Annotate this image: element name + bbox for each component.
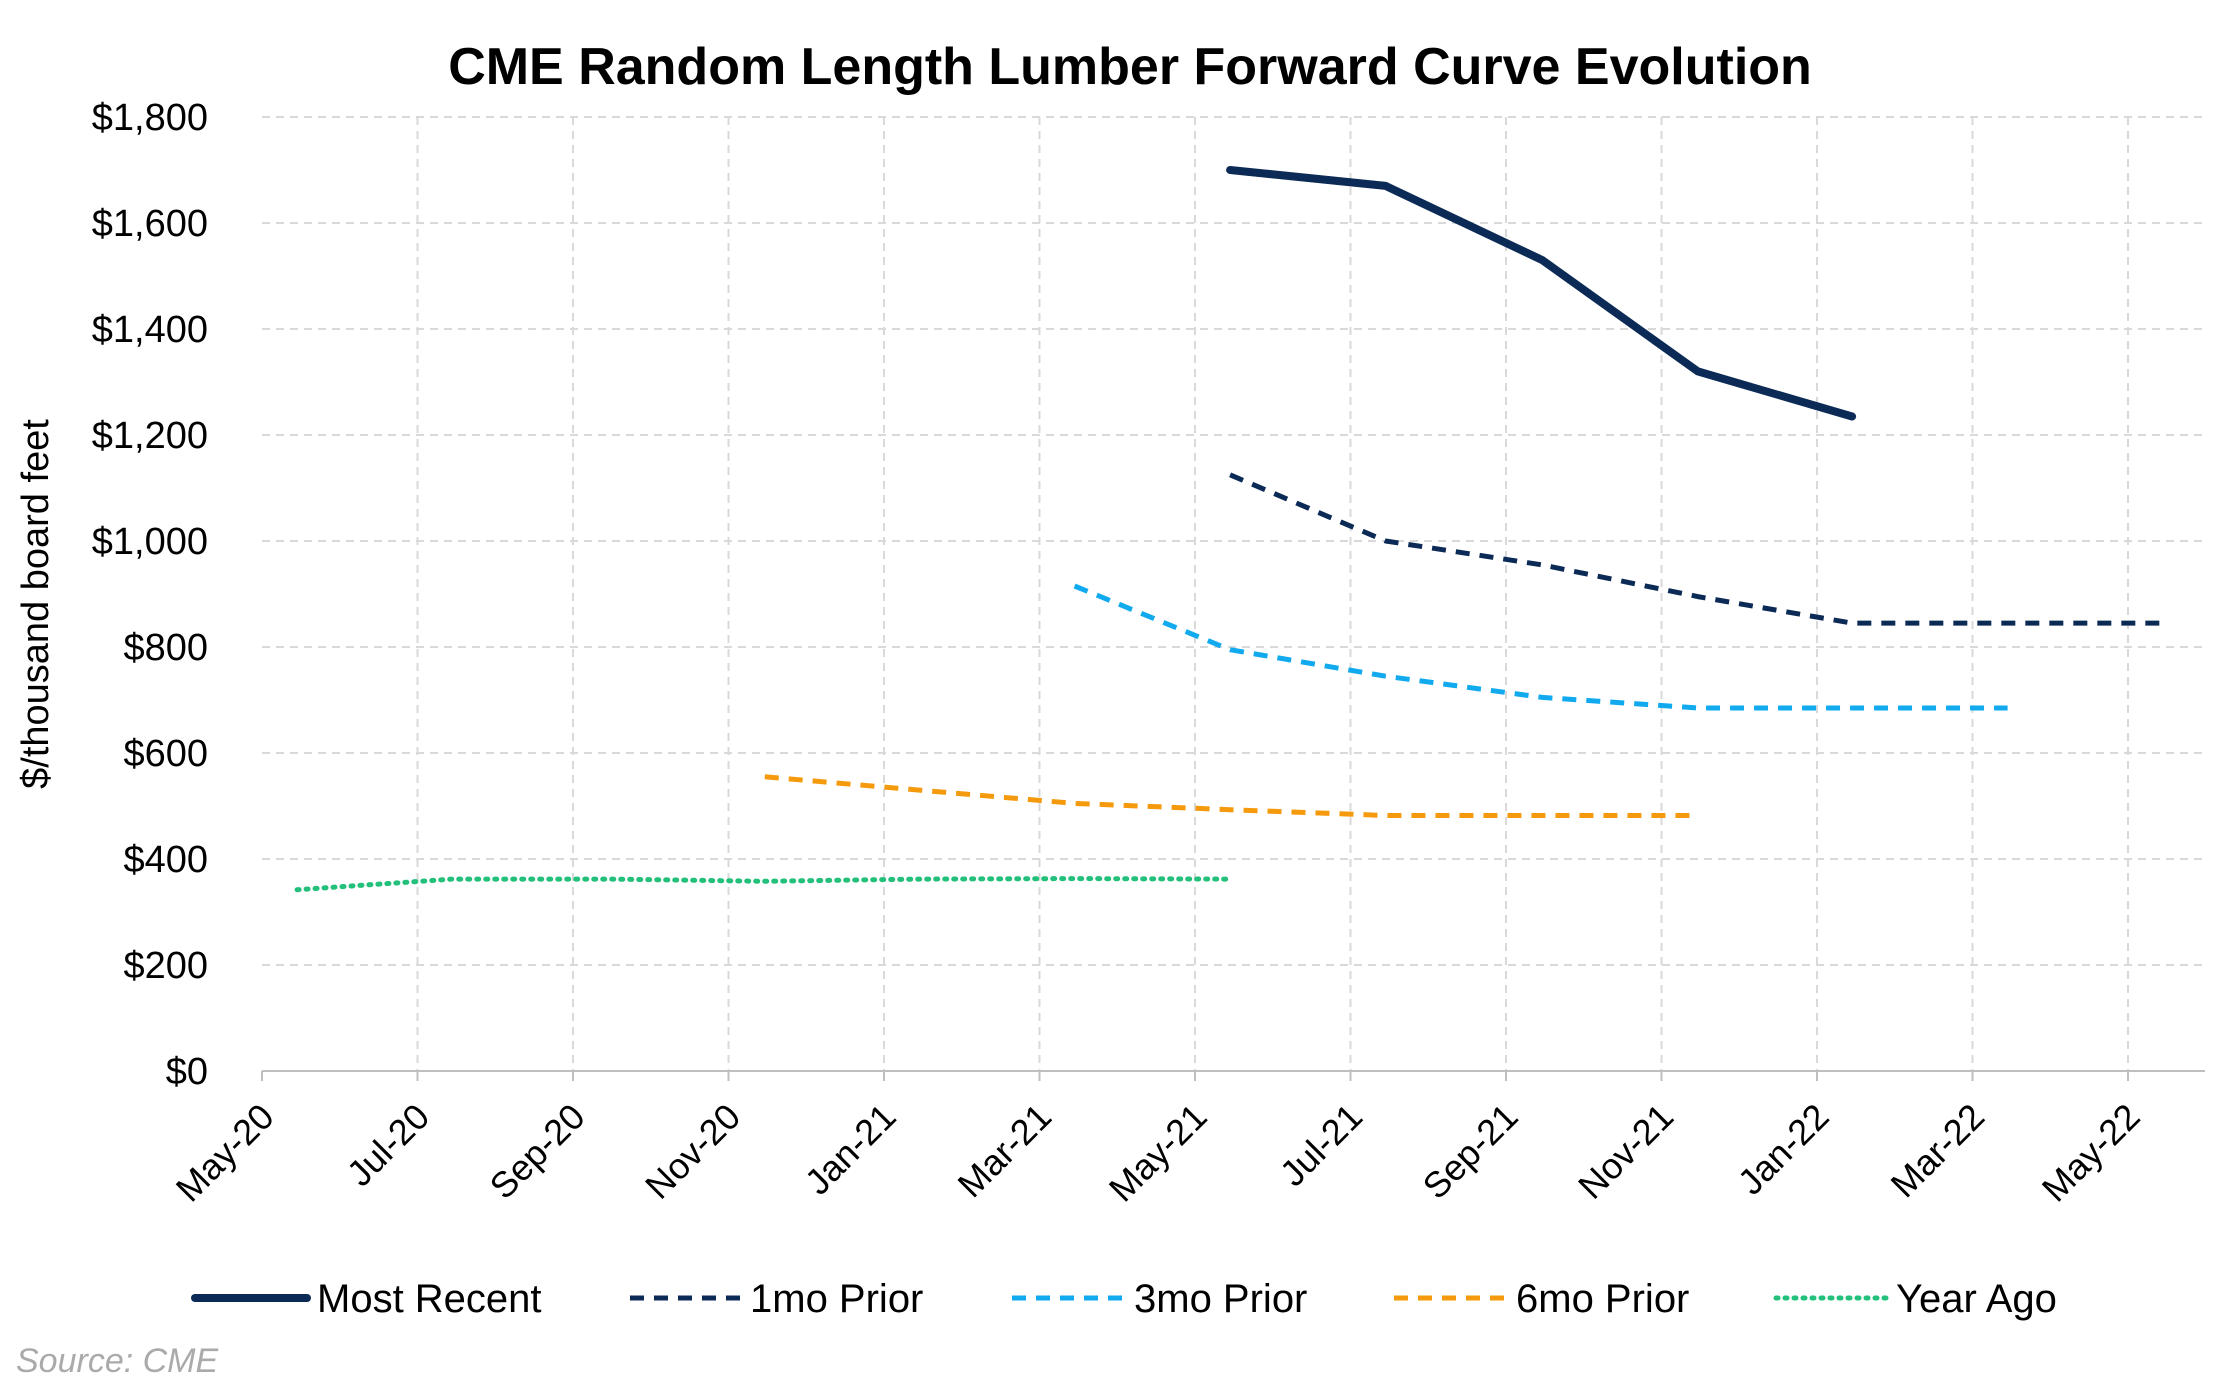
y-tick-label: $600 — [123, 733, 208, 775]
series-most-recent — [1226, 166, 1857, 421]
chart-title: CME Random Length Lumber Forward Curve E… — [448, 38, 1812, 96]
y-tick-label: $1,000 — [92, 521, 208, 563]
x-tick-label: Jul-20 — [339, 1096, 437, 1194]
legend: Most Recent 1mo Prior 3mo Prior 6mo Prior Ye… — [191, 1277, 2057, 1321]
x-tick-label: May-21 — [1101, 1096, 1215, 1210]
legend-label: Year Ago — [1896, 1277, 2057, 1321]
y-tick-label: $1,800 — [92, 97, 208, 139]
legend-label: 6mo Prior — [1516, 1277, 1689, 1321]
x-tick-label: Nov-20 — [637, 1096, 748, 1207]
y-tick-label: $1,600 — [92, 203, 208, 245]
series-1mo-prior — [1229, 472, 2164, 626]
x-tick-label: Mar-21 — [950, 1096, 1060, 1206]
legend-item: 3mo Prior — [1012, 1277, 1307, 1321]
x-tick-label: Jan-21 — [797, 1096, 904, 1203]
series-lines — [294, 166, 2164, 893]
x-tick-label: Nov-21 — [1570, 1096, 1681, 1207]
legend-label: 1mo Prior — [750, 1277, 923, 1321]
y-tick-label: $400 — [123, 839, 208, 881]
x-tick-label: Mar-22 — [1883, 1096, 1993, 1206]
series-line — [764, 774, 1698, 818]
y-tick-label: $1,400 — [92, 309, 208, 351]
y-tick-label: $1,200 — [92, 415, 208, 457]
x-tick-label: May-22 — [2034, 1096, 2148, 1210]
y-tick-label: $800 — [123, 627, 208, 669]
y-tick-label: $200 — [123, 945, 208, 987]
legend-item: 1mo Prior — [630, 1277, 923, 1321]
legend-label: 3mo Prior — [1134, 1277, 1307, 1321]
x-tick-label: Jul-21 — [1272, 1096, 1370, 1194]
legend-item: Year Ago — [1773, 1277, 2057, 1321]
series-3mo-prior — [1073, 583, 2008, 711]
legend-label: Most Recent — [317, 1277, 542, 1321]
x-tick-label: May-20 — [168, 1096, 282, 1210]
legend-item: 6mo Prior — [1394, 1277, 1689, 1321]
source-note: Source: CME — [16, 1342, 218, 1379]
series-line — [1073, 583, 2008, 711]
series-line — [1229, 472, 2164, 626]
y-tick-label: $0 — [166, 1051, 208, 1093]
series-year-ago — [294, 876, 1233, 893]
x-tick-label: Jan-22 — [1730, 1096, 1837, 1203]
axes: $0 $200 $400 $600 $800 $1,000 $1,200 $1,400 $1,6… — [92, 97, 2205, 1210]
x-tick-label: Sep-21 — [1415, 1096, 1526, 1207]
y-axis-label: $/thousand board feet — [15, 419, 57, 789]
series-6mo-prior — [764, 774, 1698, 818]
series-line — [1226, 166, 1857, 421]
gridlines — [262, 116, 2205, 1071]
legend-item: Most Recent — [191, 1277, 542, 1321]
series-line — [294, 876, 1233, 893]
x-tick-label: Sep-20 — [482, 1096, 593, 1207]
